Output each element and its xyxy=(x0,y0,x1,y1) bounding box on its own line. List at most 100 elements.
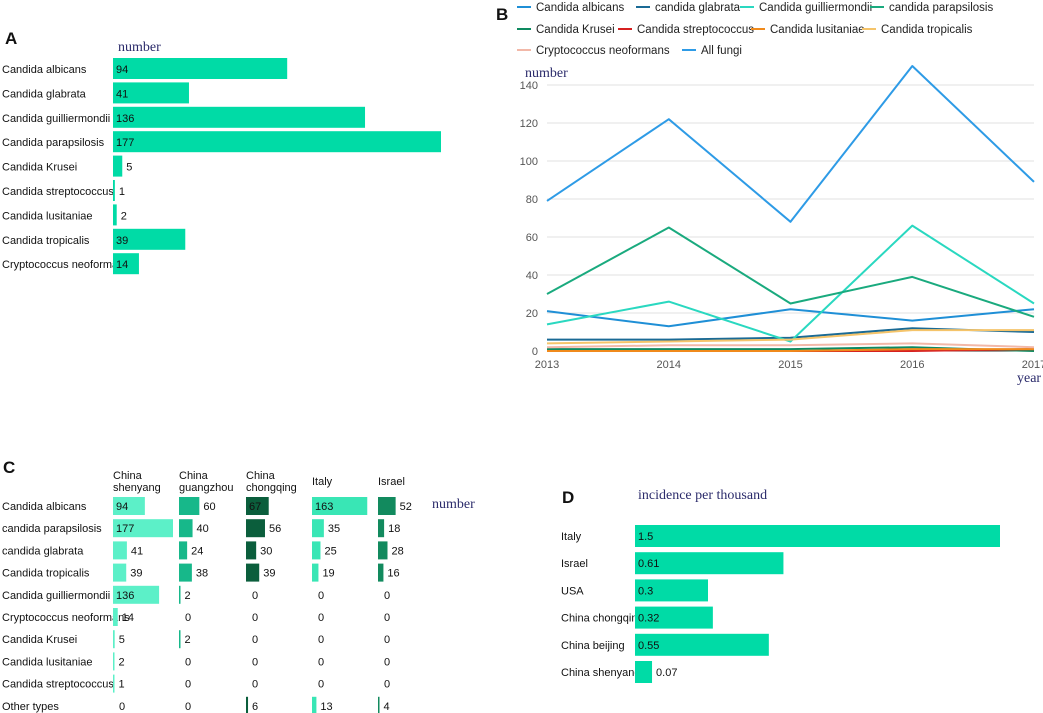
panel-c-row-label: Candida Krusei xyxy=(2,634,77,646)
panel-a-bar-chart: Candida albicans 94 Candida glabrata 41 Cand… xyxy=(2,58,441,275)
panel-c-bar xyxy=(113,652,115,671)
panel-c-value-label: 0 xyxy=(318,590,324,602)
panel-c-bar xyxy=(246,696,249,713)
panel-a-value-label: 177 xyxy=(116,137,134,149)
panel-c-value-label: 0 xyxy=(318,679,324,691)
panel-b-legend-label: Candida albicans xyxy=(536,2,624,14)
panel-d-value-label: 1.5 xyxy=(638,531,653,543)
panel-c-value-label: 13 xyxy=(320,701,332,713)
panel-c-value-label: 0 xyxy=(384,679,390,691)
panel-c-row-label: Other types xyxy=(2,701,59,713)
panel-b-letter: B xyxy=(496,5,508,24)
panel-a-axis-title: number xyxy=(118,40,161,55)
panel-b-y-axis-title: number xyxy=(525,66,568,81)
panel-c-bar xyxy=(179,585,181,604)
panel-c-bar xyxy=(113,519,173,538)
panel-b-legend-label: Candida guilliermondii xyxy=(759,2,872,14)
panel-c-row-label: candida glabrata xyxy=(2,545,84,557)
panel-b-x-tick-label: 2015 xyxy=(778,359,802,371)
panel-c-column-header-line: China xyxy=(179,470,209,482)
panel-c-value-label: 0 xyxy=(384,656,390,668)
panel-c-bar xyxy=(179,497,200,515)
panel-c-bar xyxy=(246,519,265,538)
panel-c-bar xyxy=(179,563,192,582)
panel-b-legend-label: Candida streptococcus xyxy=(637,24,754,36)
panel-c-bar xyxy=(312,563,319,582)
panel-c-value-label: 19 xyxy=(322,568,334,580)
panel-c-column-header-line: guangzhou xyxy=(179,482,233,494)
panel-d-bar xyxy=(635,579,708,602)
panel-a-bar xyxy=(113,82,189,104)
panel-a-category-label: Candida albicans xyxy=(2,64,87,76)
panel-c-value-label: 67 xyxy=(249,501,261,513)
panel-b-y-tick-label: 80 xyxy=(526,194,538,206)
panel-b-series-line xyxy=(546,342,1035,349)
panel-c-value-label: 52 xyxy=(400,501,412,513)
panel-c-bar xyxy=(246,497,269,515)
panel-b-x-tick-label: 2014 xyxy=(657,359,681,371)
panel-c-bar xyxy=(113,585,160,604)
panel-a-category-label: Candida streptococcus xyxy=(2,186,114,198)
panel-a-bar xyxy=(113,180,115,201)
panel-c-column-header: China chongqing xyxy=(246,470,297,494)
panel-b-series-line xyxy=(546,224,1035,343)
panel-a-bar xyxy=(113,204,117,226)
panel-a-category-label: Candida guilliermondii xyxy=(2,113,110,125)
panel-b-y-tick-label: 140 xyxy=(520,80,538,92)
panel-c-bar xyxy=(246,563,260,582)
panel-a-bar xyxy=(113,106,366,128)
panel-c-value-label: 38 xyxy=(196,568,208,580)
panel-c-value-label: 60 xyxy=(203,501,215,513)
panel-b-legend-label: All fungi xyxy=(701,45,742,57)
panel-c-row-label: Cryptococcus neoformans xyxy=(2,612,130,624)
panel-c-bar xyxy=(179,541,188,560)
panel-a-category-label: Candida parapsilosis xyxy=(2,137,105,149)
panel-b-series-line xyxy=(546,308,1035,328)
panel-a-category-label: Candida glabrata xyxy=(2,88,87,100)
panel-b-legend-label: Candida Krusei xyxy=(536,24,615,36)
panel-b-legend-label: candida glabrata xyxy=(655,2,741,14)
panel-c-row-label: Candida guilliermondii xyxy=(2,590,110,602)
panel-c-value-label: 24 xyxy=(191,545,203,557)
panel-c-value-label: 0 xyxy=(252,656,258,668)
panel-c-value-label: 39 xyxy=(263,568,275,580)
panel-c-value-label: 25 xyxy=(324,545,336,557)
panel-c-value-label: 163 xyxy=(315,501,333,513)
panel-c-bar xyxy=(312,696,317,713)
panel-c-bar xyxy=(113,608,118,626)
panel-d-category-label: China beijing xyxy=(561,640,625,652)
panel-b-x-tick-label: 2016 xyxy=(900,359,924,371)
panel-c-value-label: 94 xyxy=(116,501,128,513)
panel-d-bar xyxy=(635,525,1000,547)
panel-c-value-label: 0 xyxy=(384,612,390,624)
panel-b-x-axis-title: year xyxy=(1017,371,1041,386)
panel-d-axis-title: incidence per thousand xyxy=(638,488,767,503)
panel-c-value-label: 30 xyxy=(260,545,272,557)
panel-c-letter: C xyxy=(3,458,15,477)
panel-c-value-label: 0 xyxy=(252,634,258,646)
panel-c-row-label: Candida lusitaniae xyxy=(2,656,93,668)
panel-c-column-header-line: China xyxy=(246,470,276,482)
panel-c-bar xyxy=(378,541,388,560)
panel-c-value-label: 0 xyxy=(318,656,324,668)
panel-b-y-tick-label: 0 xyxy=(532,346,538,358)
panel-a-value-label: 39 xyxy=(116,235,128,247)
panel-c-bar xyxy=(312,541,321,560)
panel-c-value-label: 0 xyxy=(185,701,191,713)
panel-c-bar xyxy=(312,519,324,538)
panel-d-bar xyxy=(635,633,769,656)
panel-a-value-label: 136 xyxy=(116,113,134,125)
panel-b-y-tick-label: 60 xyxy=(526,232,538,244)
panel-c-value-label: 2 xyxy=(185,634,191,646)
panel-c-row-label: Candida tropicalis xyxy=(2,568,90,580)
panel-c-value-label: 0 xyxy=(185,679,191,691)
panel-c-value-label: 39 xyxy=(130,568,142,580)
panel-c-value-label: 4 xyxy=(384,701,390,713)
panel-c-value-label: 1 xyxy=(119,679,125,691)
panel-d-value-label: 0.61 xyxy=(638,558,659,570)
panel-c-bar xyxy=(246,541,257,560)
panel-a-value-label: 1 xyxy=(119,186,125,198)
